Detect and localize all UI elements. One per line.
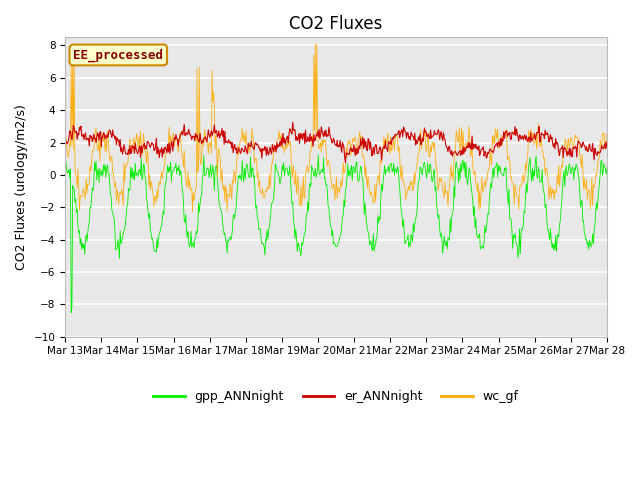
Y-axis label: CO2 Fluxes (urology/m2/s): CO2 Fluxes (urology/m2/s) xyxy=(15,104,28,270)
Title: CO2 Fluxes: CO2 Fluxes xyxy=(289,15,383,33)
Legend: gpp_ANNnight, er_ANNnight, wc_gf: gpp_ANNnight, er_ANNnight, wc_gf xyxy=(148,385,524,408)
Text: EE_processed: EE_processed xyxy=(73,48,163,61)
